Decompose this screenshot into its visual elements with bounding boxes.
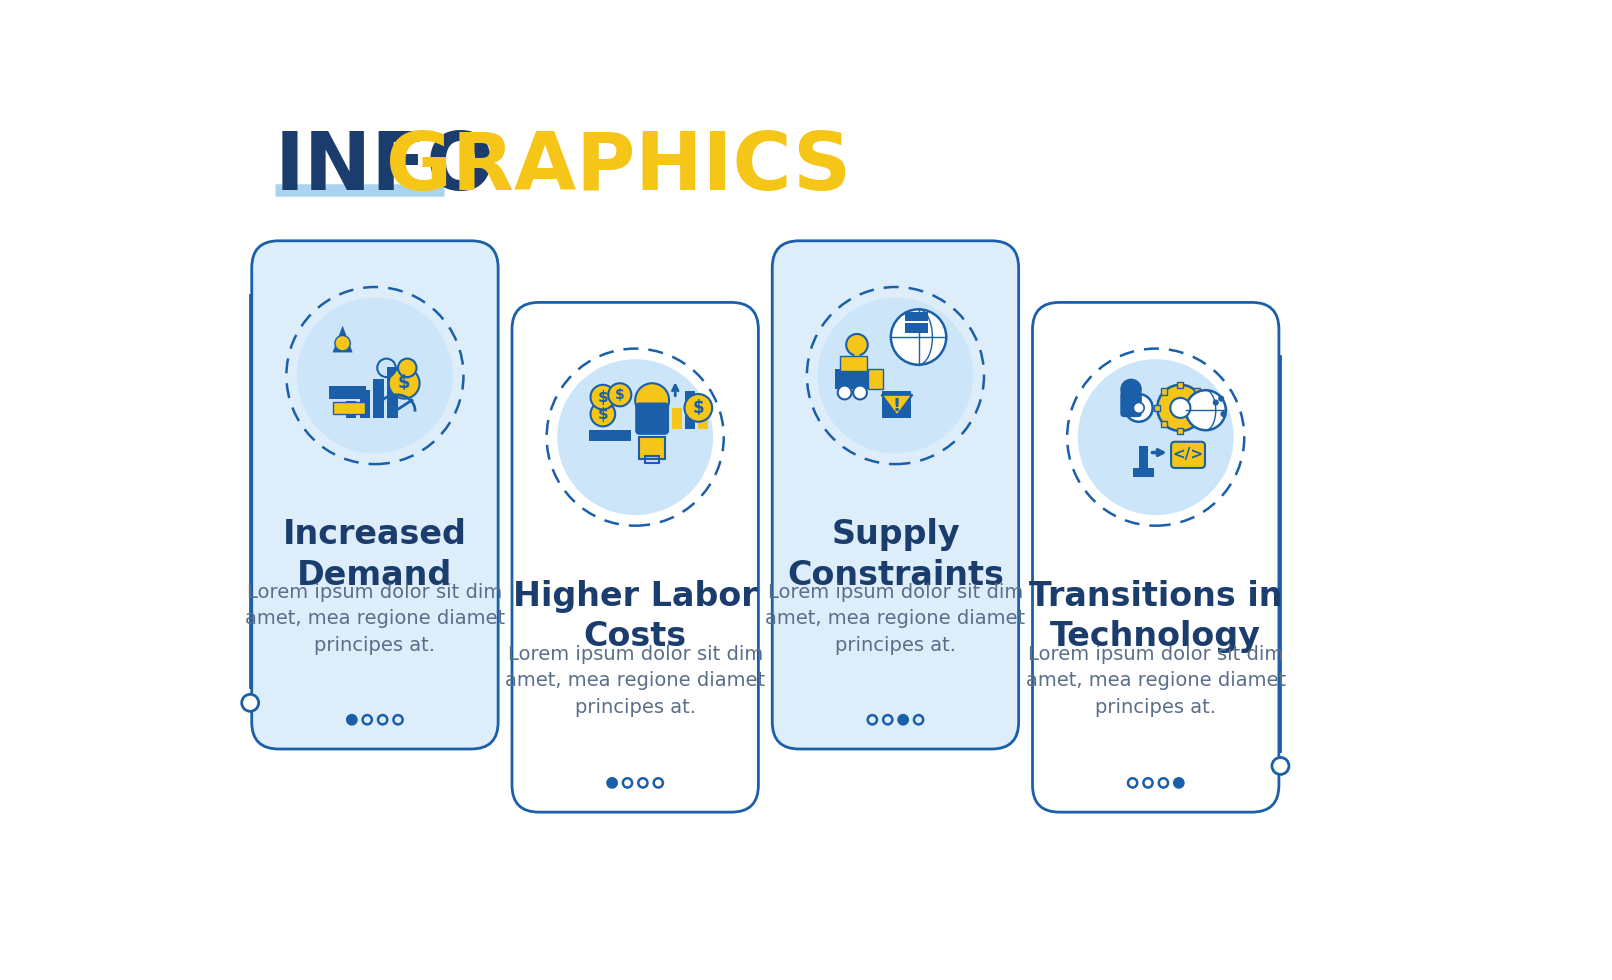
Circle shape bbox=[388, 368, 419, 399]
Polygon shape bbox=[882, 395, 912, 416]
Circle shape bbox=[891, 310, 946, 365]
Text: GRAPHICS: GRAPHICS bbox=[385, 128, 851, 207]
Circle shape bbox=[838, 385, 851, 400]
Text: $: $ bbox=[598, 407, 608, 421]
Bar bbox=[638, 437, 666, 459]
Text: $: $ bbox=[693, 399, 704, 416]
Circle shape bbox=[590, 402, 616, 426]
Text: </>: </> bbox=[1172, 447, 1204, 463]
FancyBboxPatch shape bbox=[251, 241, 498, 749]
Circle shape bbox=[846, 334, 867, 356]
Bar bbox=[882, 391, 911, 417]
Bar bbox=[698, 400, 708, 429]
Bar bbox=[1201, 405, 1206, 411]
Text: $: $ bbox=[398, 374, 411, 392]
Text: !: ! bbox=[893, 397, 901, 416]
Circle shape bbox=[1219, 396, 1224, 402]
Circle shape bbox=[297, 298, 453, 454]
Text: Lorem ipsum dolor sit dim
amet, mea regione diamet
principes at.: Lorem ipsum dolor sit dim amet, mea regi… bbox=[505, 645, 766, 716]
Circle shape bbox=[242, 694, 258, 711]
Bar bbox=[904, 312, 929, 333]
Circle shape bbox=[685, 394, 713, 421]
Bar bbox=[345, 401, 356, 417]
FancyBboxPatch shape bbox=[1033, 303, 1278, 812]
FancyBboxPatch shape bbox=[772, 241, 1019, 749]
Bar bbox=[835, 369, 870, 389]
Bar bbox=[1161, 388, 1167, 395]
Circle shape bbox=[608, 383, 632, 407]
Circle shape bbox=[1157, 385, 1204, 431]
Bar bbox=[904, 320, 929, 323]
Circle shape bbox=[1170, 398, 1190, 417]
Circle shape bbox=[608, 778, 617, 788]
Text: Lorem ipsum dolor sit dim
amet, mea regione diamet
principes at.: Lorem ipsum dolor sit dim amet, mea regi… bbox=[245, 583, 505, 655]
FancyBboxPatch shape bbox=[635, 403, 669, 435]
Circle shape bbox=[817, 298, 974, 454]
Bar bbox=[387, 368, 398, 417]
Bar bbox=[359, 390, 371, 417]
Bar bbox=[588, 430, 632, 441]
Bar bbox=[332, 402, 364, 414]
Bar bbox=[1177, 381, 1183, 388]
Bar bbox=[645, 457, 659, 463]
Text: Increased
Demand: Increased Demand bbox=[284, 518, 467, 592]
Circle shape bbox=[1133, 403, 1145, 414]
Circle shape bbox=[398, 359, 416, 377]
Bar bbox=[685, 391, 695, 429]
Bar bbox=[1193, 388, 1199, 395]
Bar bbox=[1138, 446, 1148, 477]
Circle shape bbox=[1220, 411, 1227, 417]
Bar bbox=[867, 369, 883, 389]
Text: INFO: INFO bbox=[274, 128, 495, 207]
Circle shape bbox=[1186, 390, 1225, 430]
Text: $: $ bbox=[614, 388, 625, 402]
Bar bbox=[1161, 421, 1167, 427]
FancyBboxPatch shape bbox=[513, 303, 758, 812]
Circle shape bbox=[1120, 378, 1141, 400]
FancyBboxPatch shape bbox=[1120, 391, 1141, 417]
Text: Higher Labor
Costs: Higher Labor Costs bbox=[513, 579, 758, 654]
Circle shape bbox=[558, 360, 713, 515]
Circle shape bbox=[1212, 400, 1219, 406]
Circle shape bbox=[590, 385, 616, 410]
Circle shape bbox=[853, 385, 867, 400]
Bar bbox=[1193, 421, 1199, 427]
Text: Supply
Constraints: Supply Constraints bbox=[787, 518, 1004, 592]
FancyBboxPatch shape bbox=[1170, 442, 1206, 468]
Circle shape bbox=[1174, 778, 1183, 788]
Text: Lorem ipsum dolor sit dim
amet, mea regione diamet
principes at.: Lorem ipsum dolor sit dim amet, mea regi… bbox=[766, 583, 1025, 655]
Bar bbox=[1154, 405, 1161, 411]
Circle shape bbox=[335, 335, 350, 351]
Bar bbox=[840, 356, 867, 370]
Circle shape bbox=[635, 383, 669, 417]
Circle shape bbox=[347, 715, 356, 724]
Polygon shape bbox=[332, 325, 353, 353]
Bar bbox=[329, 386, 366, 399]
Bar bbox=[1133, 468, 1154, 477]
Circle shape bbox=[1078, 360, 1233, 515]
Circle shape bbox=[1272, 758, 1290, 774]
Text: Transitions in
Technology: Transitions in Technology bbox=[1028, 579, 1283, 654]
Text: Lorem ipsum dolor sit dim
amet, mea regione diamet
principes at.: Lorem ipsum dolor sit dim amet, mea regi… bbox=[1025, 645, 1286, 716]
Bar bbox=[672, 408, 682, 429]
Circle shape bbox=[898, 715, 908, 724]
Text: $: $ bbox=[598, 390, 608, 405]
Circle shape bbox=[1125, 394, 1153, 421]
Bar bbox=[1177, 428, 1183, 434]
Bar bbox=[374, 379, 384, 417]
